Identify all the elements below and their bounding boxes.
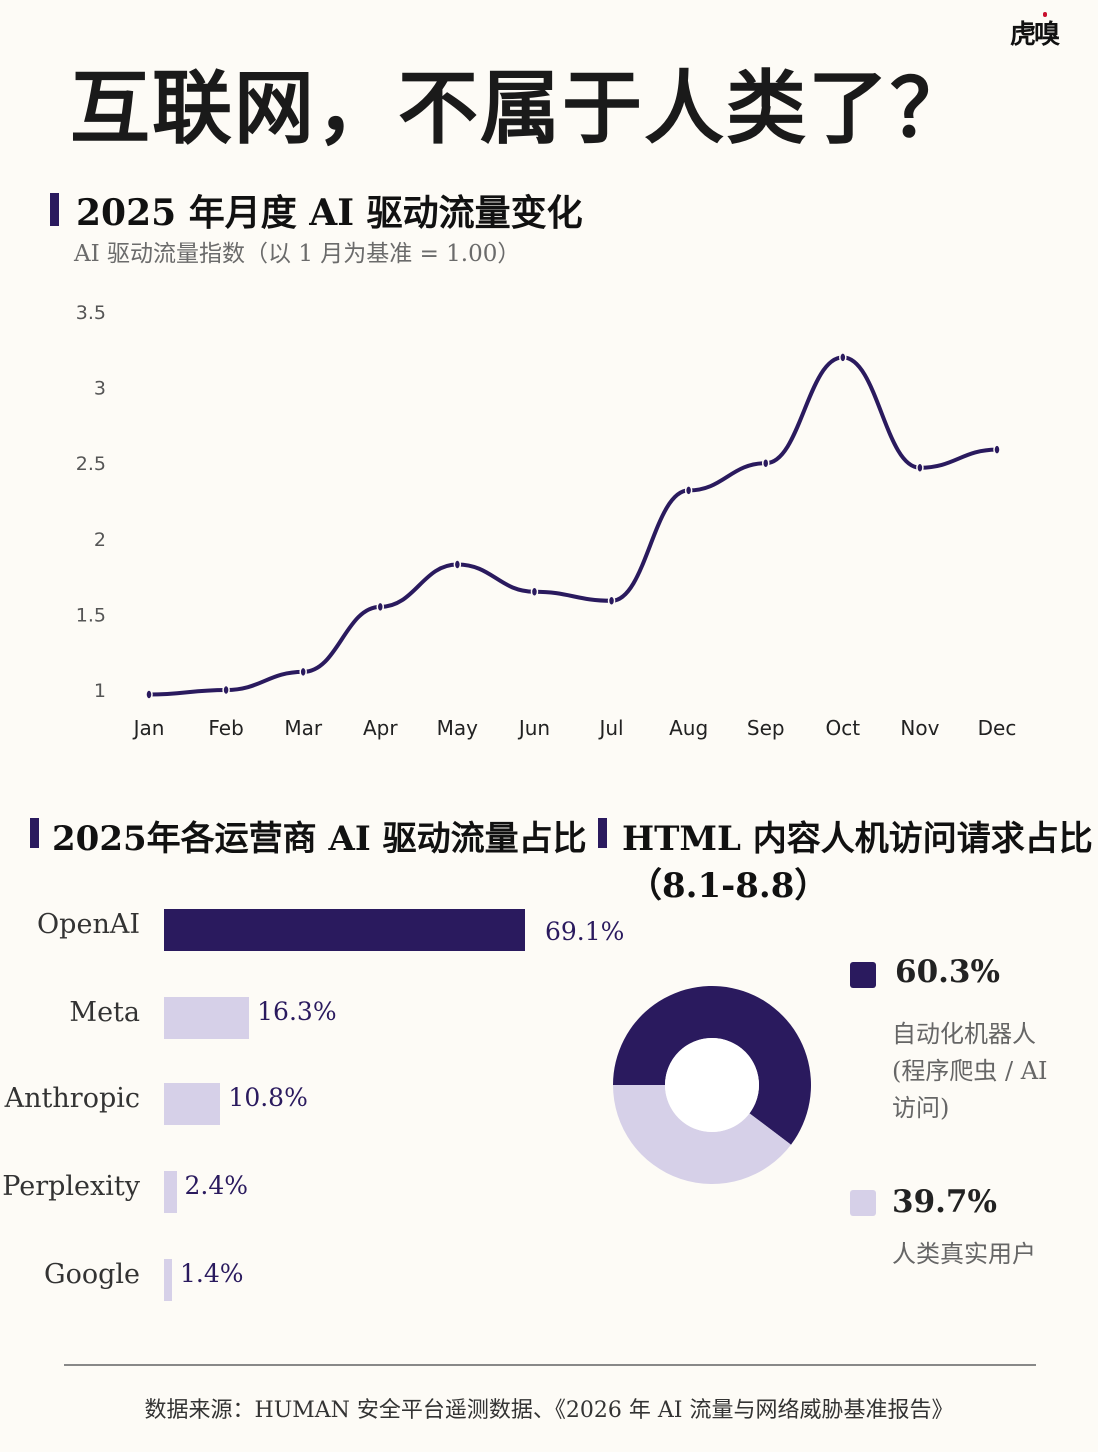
x-tick-label: Jan — [132, 716, 165, 740]
bar-category-label: Perplexity — [2, 1171, 140, 1202]
data-point — [684, 485, 693, 496]
line-chart-subtitle: AI 驱动流量指数（以 1 月为基准 = 1.00） — [74, 241, 521, 267]
legend-text-bots-line2: (程序爬虫 / AI — [892, 1057, 1048, 1085]
data-point — [453, 559, 462, 570]
bar-chart-title: 2025年各运营商 AI 驱动流量占比 — [52, 819, 587, 859]
x-tick-label: Apr — [363, 716, 398, 740]
data-point — [222, 684, 230, 696]
bar-value-label: 2.4% — [184, 1171, 249, 1200]
bar-value-label: 16.3% — [257, 997, 337, 1026]
y-tick-label: 1 — [94, 680, 106, 702]
data-point — [916, 462, 924, 473]
legend-value-bots: 60.3% — [895, 954, 1000, 990]
y-tick-label: 3 — [94, 378, 106, 400]
y-tick-label: 1.5 — [76, 604, 106, 626]
section-marker-line — [50, 193, 59, 226]
bar — [164, 1171, 177, 1213]
data-point — [299, 666, 307, 678]
y-tick-label: 3.5 — [76, 302, 106, 324]
data-point — [993, 444, 1001, 455]
data-point — [607, 595, 616, 607]
section-marker-bars — [30, 818, 39, 848]
donut-hole — [665, 1038, 759, 1132]
bar-value-label: 10.8% — [228, 1083, 308, 1112]
donut-slice — [613, 985, 811, 1145]
bar — [164, 909, 525, 951]
page-title: 互联网，不属于人类了？ — [70, 61, 972, 155]
bar-category-label: Google — [44, 1259, 140, 1290]
source-note: 数据来源：HUMAN 安全平台遥测数据、《2026 年 AI 流量与网络威胁基准… — [144, 1398, 954, 1423]
data-point — [839, 352, 847, 363]
x-tick-label: Feb — [208, 716, 243, 740]
x-tick-label: May — [437, 716, 479, 740]
x-tick-label: Oct — [826, 716, 861, 740]
donut-chart-title-line2: （8.1-8.8） — [628, 866, 829, 906]
data-point — [530, 586, 539, 597]
x-tick-label: Sep — [747, 716, 785, 740]
section-marker-donut — [598, 818, 607, 848]
x-tick-label: Aug — [669, 716, 708, 740]
legend-text-humans: 人类真实用户 — [892, 1240, 1036, 1268]
data-point — [376, 601, 385, 613]
donut-chart-title-line1: HTML 内容人机访问请求占比 — [622, 819, 1093, 859]
y-tick-label: 2 — [94, 529, 106, 551]
data-point — [145, 689, 153, 700]
logo-text: 虎嗅 — [1010, 20, 1060, 50]
x-tick-label: Mar — [284, 716, 323, 740]
bar — [164, 1259, 172, 1301]
bar-value-label: 69.1% — [545, 917, 625, 946]
y-tick-label: 2.5 — [76, 453, 106, 475]
bar — [164, 1083, 221, 1125]
bar — [164, 997, 250, 1039]
x-tick-label: Nov — [900, 716, 939, 740]
x-tick-label: Dec — [978, 716, 1017, 740]
bar-category-label: Meta — [69, 997, 140, 1028]
legend-text-bots-line3: 访问) — [892, 1094, 950, 1122]
legend-text-bots-line1: 自动化机器人 — [892, 1020, 1036, 1048]
x-tick-label: Jun — [517, 716, 550, 740]
bar-value-label: 1.4% — [180, 1259, 244, 1288]
x-tick-label: Jul — [597, 716, 623, 740]
data-point — [761, 457, 770, 469]
legend-swatch-bots — [850, 962, 876, 988]
legend-value-humans: 39.7% — [892, 1184, 997, 1220]
series-line — [147, 355, 999, 697]
legend-text-bots: 自动化机器人 (程序爬虫 / AI 访问) — [892, 1016, 1048, 1127]
line-chart-title: 2025 年月度 AI 驱动流量变化 — [76, 192, 583, 234]
logo-red-dot — [1043, 12, 1047, 17]
bar-category-label: Anthropic — [4, 1083, 140, 1114]
legend-swatch-humans — [850, 1190, 876, 1216]
footer-divider — [64, 1364, 1036, 1366]
donut-slice — [613, 1085, 791, 1185]
huxiu-logo: 虎嗅 — [1010, 12, 1070, 51]
bar-category-label: OpenAI — [37, 909, 140, 940]
line-chart: 1 1.5 2 2.5 3 3.5 Jan Feb Mar Apr May Jun Jul Aug Sep O… — [76, 302, 1017, 740]
